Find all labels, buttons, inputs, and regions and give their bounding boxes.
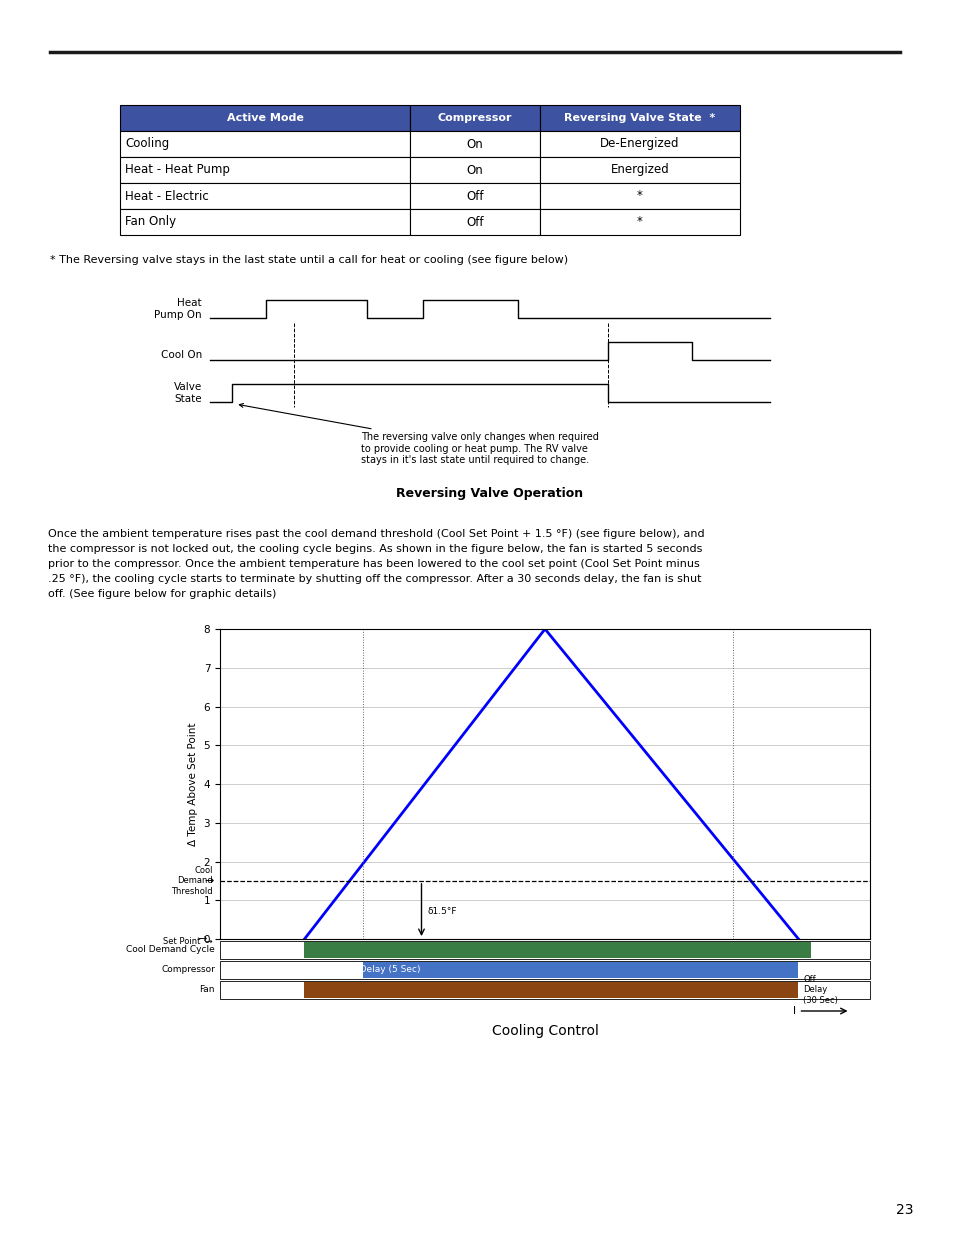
FancyBboxPatch shape (120, 183, 410, 209)
FancyBboxPatch shape (410, 131, 539, 157)
Text: Cooling Control: Cooling Control (491, 1024, 598, 1037)
Text: Cool On: Cool On (161, 351, 202, 361)
Text: Valve
State: Valve State (173, 382, 202, 404)
Text: On: On (466, 137, 483, 151)
Text: *: * (637, 215, 642, 228)
FancyBboxPatch shape (363, 962, 798, 978)
FancyBboxPatch shape (220, 941, 869, 960)
Text: Off
Delay
(30 Sec): Off Delay (30 Sec) (802, 976, 838, 1005)
Text: Compressor: Compressor (161, 966, 214, 974)
FancyBboxPatch shape (120, 131, 410, 157)
Text: Trigger Compressor Lock Out: Trigger Compressor Lock Out (622, 929, 753, 939)
Text: →: → (197, 934, 207, 944)
Text: Cool
Demand
Threshold: Cool Demand Threshold (172, 866, 213, 895)
FancyBboxPatch shape (220, 981, 869, 999)
FancyBboxPatch shape (410, 157, 539, 183)
Text: Heat - Heat Pump: Heat - Heat Pump (125, 163, 230, 177)
FancyBboxPatch shape (410, 105, 539, 131)
FancyBboxPatch shape (539, 209, 740, 235)
Text: Set Point  →: Set Point → (163, 936, 213, 946)
Text: Cool Demand Cycle: Cool Demand Cycle (126, 946, 214, 955)
Text: Heat
Pump On: Heat Pump On (154, 298, 202, 320)
FancyBboxPatch shape (304, 942, 811, 958)
Text: l: l (793, 1007, 796, 1016)
FancyBboxPatch shape (120, 209, 410, 235)
Text: Reversing Valve Operation: Reversing Valve Operation (396, 488, 583, 500)
FancyBboxPatch shape (220, 961, 869, 979)
FancyBboxPatch shape (539, 183, 740, 209)
Text: De-Energized: De-Energized (599, 137, 679, 151)
Text: off. (See figure below for graphic details): off. (See figure below for graphic detai… (48, 589, 276, 599)
Text: prior to the compressor. Once the ambient temperature has been lowered to the co: prior to the compressor. Once the ambien… (48, 559, 699, 569)
FancyBboxPatch shape (120, 105, 410, 131)
FancyBboxPatch shape (539, 131, 740, 157)
Text: Reversing Valve State  *: Reversing Valve State * (564, 112, 715, 124)
FancyBboxPatch shape (410, 209, 539, 235)
Text: Fan: Fan (199, 986, 214, 994)
Text: Energized: Energized (610, 163, 669, 177)
FancyBboxPatch shape (120, 157, 410, 183)
Text: *: * (637, 189, 642, 203)
Text: The reversing valve only changes when required
to provide cooling or heat pump. : The reversing valve only changes when re… (239, 404, 598, 466)
FancyBboxPatch shape (539, 105, 740, 131)
Text: Fan Only: Fan Only (125, 215, 176, 228)
Text: Heat - Electric: Heat - Electric (125, 189, 209, 203)
FancyBboxPatch shape (410, 183, 539, 209)
Text: Active Mode: Active Mode (226, 112, 303, 124)
Text: .25 °F), the cooling cycle starts to terminate by shutting off the compressor. A: .25 °F), the cooling cycle starts to ter… (48, 574, 700, 584)
Text: Off: Off (466, 189, 483, 203)
FancyBboxPatch shape (539, 157, 740, 183)
Text: Cooling: Cooling (125, 137, 169, 151)
Y-axis label: Δ Temp Above Set Point: Δ Temp Above Set Point (188, 722, 198, 846)
Text: →: → (204, 876, 213, 885)
Text: Once the ambient temperature rises past the cool demand threshold (Cool Set Poin: Once the ambient temperature rises past … (48, 529, 704, 538)
Text: * The Reversing valve stays in the last state until a call for heat or cooling (: * The Reversing valve stays in the last … (50, 254, 568, 266)
Text: Compressor: Compressor (437, 112, 512, 124)
Text: 23: 23 (895, 1203, 913, 1216)
Text: On: On (466, 163, 483, 177)
Text: the compressor is not locked out, the cooling cycle begins. As shown in the figu: the compressor is not locked out, the co… (48, 543, 701, 555)
Text: δ1.5°F: δ1.5°F (428, 908, 457, 916)
Text: On Delay (5 Sec): On Delay (5 Sec) (343, 966, 420, 974)
Text: Off: Off (466, 215, 483, 228)
FancyBboxPatch shape (304, 982, 798, 998)
